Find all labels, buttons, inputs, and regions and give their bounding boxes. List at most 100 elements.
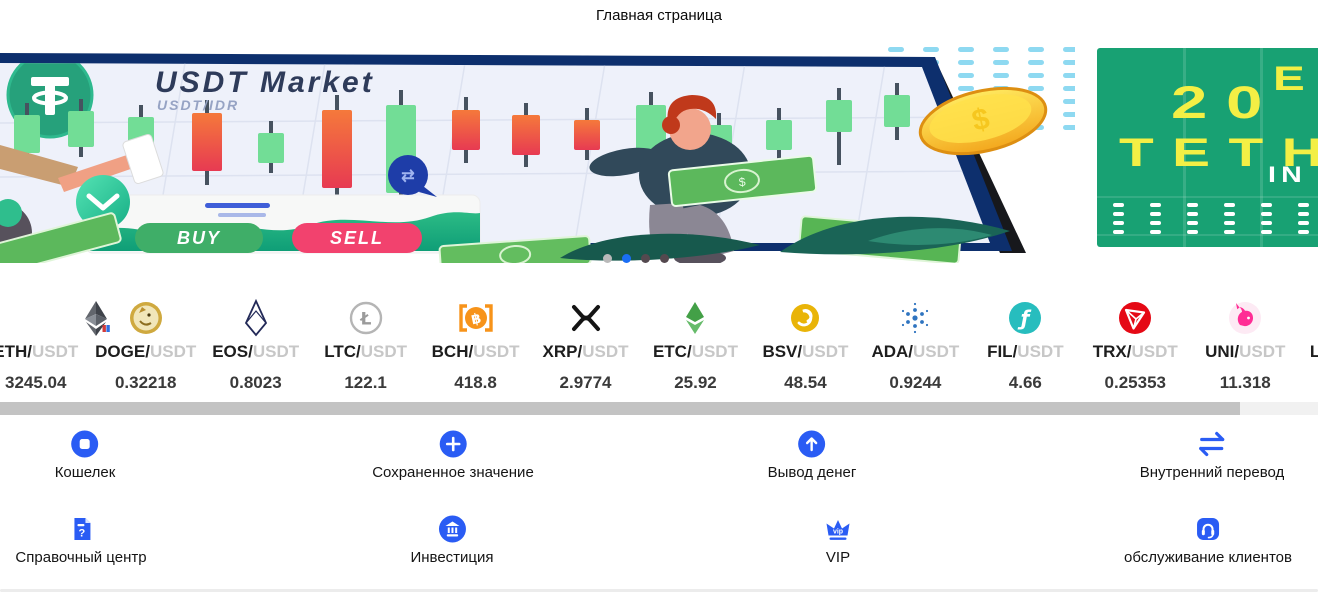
ticker-price: 4.66 (1008, 373, 1042, 392)
menu-label: Сохраненное значение (372, 464, 534, 481)
candlestick-chart: USDT Market USDT/IDR (0, 63, 990, 243)
carousel-dot[interactable] (641, 254, 650, 263)
pair-base: BCH/ (431, 342, 474, 361)
plus-icon (438, 429, 468, 459)
ticker-price: 24.528 (1302, 373, 1318, 393)
menu-item-withdraw[interactable]: Вывод денег (768, 429, 856, 481)
buy-button-illustration: BUY (135, 223, 263, 253)
menu-item-deposit[interactable]: Сохраненное значение (372, 429, 534, 481)
menu-item-vip[interactable]: vip VIP (823, 514, 853, 566)
ticker-xrp-usdt[interactable]: XRP/USDT 2.9774 (533, 299, 639, 393)
section-divider (0, 589, 1318, 592)
svg-text:$: $ (969, 102, 993, 138)
carousel-dots (603, 250, 679, 268)
svg-text:Ł: Ł (359, 310, 371, 330)
pair-quote: USDT (582, 342, 629, 361)
pair-base: LINK/ (1309, 342, 1318, 361)
pair-quote: USDT (1017, 342, 1064, 361)
ticker-bch-usdt[interactable]: ฿ BCH/USDT 418.8 (423, 299, 529, 393)
svg-text:BUY: BUY (177, 228, 221, 248)
ticker-etc-usdt[interactable]: ETC/USDT 25.92 (643, 299, 749, 393)
banner-subtitle: USDT/IDR (157, 97, 239, 113)
menu-label: Кошелек (54, 464, 116, 481)
fil-icon: ƒ (1006, 299, 1044, 337)
ticker-price: 48.54 (784, 373, 827, 392)
ticker-price: 0.32218 (114, 373, 177, 392)
pair-quote: USDT (149, 342, 197, 361)
pair-base: ETC/ (652, 342, 692, 361)
menu-label: Инвестиция (410, 549, 494, 566)
help-document-icon: ? (66, 514, 96, 544)
page-title: Главная страница (596, 7, 722, 24)
carousel-dot[interactable] (660, 254, 669, 263)
pair-quote: USDT (913, 342, 960, 361)
ticker-doge-usdt[interactable]: DOGE/USDT 0.32218 (93, 299, 199, 393)
promo-text-line4: IN (1268, 162, 1307, 187)
pair-quote: USDT (802, 342, 849, 361)
ticker-ada-usdt[interactable]: ADA/USDT 0.9244 (863, 299, 969, 393)
promo-gridline (1260, 48, 1263, 247)
ticker-fil-usdt[interactable]: ƒ FIL/USDT 4.66 (973, 299, 1079, 393)
transfer-arrows-icon (1197, 429, 1227, 459)
menu-item-wallet[interactable]: Кошелек (54, 429, 116, 481)
ticker-scrollbar-thumb[interactable] (0, 402, 1240, 415)
uni-icon (1226, 299, 1264, 337)
svg-text:?: ? (78, 528, 85, 540)
svg-text:SELL: SELL (330, 228, 384, 248)
ticker-trx-usdt[interactable]: TRX/USDT 0.25353 (1083, 299, 1189, 393)
svg-text:⇄: ⇄ (401, 168, 414, 185)
pair-quote: USDT (473, 342, 520, 361)
ticker-price: 11.318 (1219, 373, 1271, 392)
promo-banner[interactable]: E 20 TETH IN (1097, 48, 1318, 247)
transfer-bubble-icon: ⇄ (388, 155, 437, 197)
sell-button-illustration: SELL (292, 223, 422, 253)
promo-text-line1: E (1273, 60, 1318, 98)
ticker-ltc-usdt[interactable]: Ł LTC/USDT 122.1 (313, 299, 419, 393)
carousel-dot-active[interactable] (622, 254, 631, 263)
ticker-price: 0.9244 (889, 373, 942, 392)
ticker-link-usdt[interactable]: LINK/USDT 24.528 (1302, 299, 1318, 393)
bch-icon: ฿ (457, 299, 495, 337)
menu-item-customer-service[interactable]: обслуживание клиентов (1124, 514, 1292, 566)
leaves-illustration (560, 216, 1010, 261)
ticker-eos-usdt[interactable]: EOS/USDT 0.8023 (203, 298, 309, 393)
pair-base: EOS/ (212, 342, 253, 361)
menu-item-internal-transfer[interactable]: Внутренний перевод (1139, 429, 1285, 481)
ticker-uni-usdt[interactable]: UNI/USDT 11.318 (1192, 299, 1298, 393)
menu-label: Справочный центр (15, 549, 147, 566)
svg-text:฿: ฿ (469, 311, 482, 329)
promo-gridline (1183, 48, 1186, 247)
pair-quote: USDT (1239, 342, 1286, 361)
bank-icon (437, 514, 467, 544)
ticker-price: 0.8023 (229, 373, 282, 392)
ticker-price: 122.1 (344, 373, 387, 392)
pair-base: ADA/ (871, 342, 914, 361)
ltc-icon: Ł (347, 299, 385, 337)
trx-icon (1116, 299, 1154, 337)
svg-text:vip: vip (833, 529, 843, 536)
wallet-icon (70, 429, 100, 459)
people-illustration (0, 133, 164, 263)
pair-base: XRP/ (542, 342, 583, 361)
menu-item-help-center[interactable]: ? Справочный центр (15, 514, 147, 566)
ticker-price: 2.9774 (559, 373, 612, 392)
market-ticker-row: ETH/USDT 3245.04 DOGE/USDT 0.32218 EOS/U… (0, 298, 1318, 393)
menu-item-investment[interactable]: Инвестиция (410, 514, 494, 566)
arrow-up-icon (797, 429, 827, 459)
pair-quote: USDT (252, 342, 300, 361)
headset-icon (1193, 514, 1223, 544)
menu-label: VIP (825, 549, 851, 566)
ticker-scrollbar-track[interactable] (0, 402, 1318, 415)
pair-quote: USDT (691, 342, 738, 361)
carousel-dot[interactable] (603, 254, 612, 263)
main-banner-slide[interactable]: USDT Market USDT/IDR BUY SELL (0, 45, 1075, 263)
ticker-eth-usdt[interactable]: ETH/USDT 3245.04 (0, 299, 110, 393)
promo-text-line3: TETH (1119, 131, 1318, 175)
pair-base: UNI/ (1205, 342, 1240, 361)
pair-base: DOGE/ (95, 342, 150, 361)
vip-crown-icon: vip (823, 514, 853, 544)
ticker-bsv-usdt[interactable]: BSV/USDT 48.54 (753, 299, 859, 393)
pair-base: LTC/ (324, 342, 361, 361)
menu-label: Внутренний перевод (1139, 464, 1285, 481)
